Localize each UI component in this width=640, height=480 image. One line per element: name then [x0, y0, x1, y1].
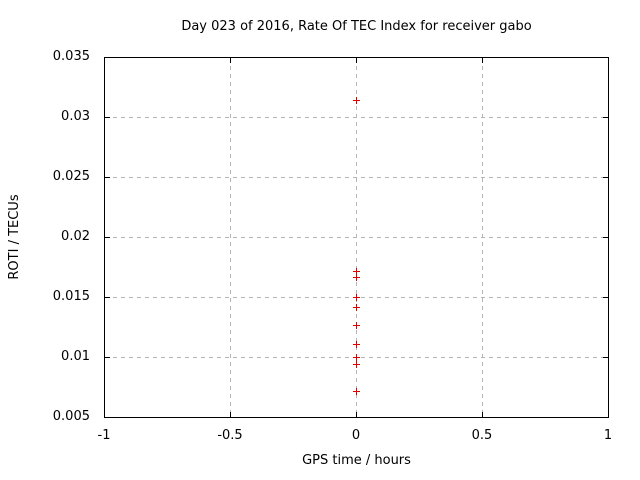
x-tick-top: [104, 58, 105, 63]
data-point-marker: [353, 361, 360, 368]
x-gridline: [230, 58, 231, 417]
marker-vertical-bar: [356, 341, 357, 348]
data-point-marker: [353, 322, 360, 329]
data-point-marker: [353, 354, 360, 361]
marker-vertical-bar: [356, 304, 357, 311]
marker-vertical-bar: [356, 268, 357, 275]
y-tick-label: 0.025: [52, 169, 90, 184]
y-tick-label: 0.015: [52, 289, 90, 304]
marker-vertical-bar: [356, 294, 357, 301]
y-tick-right: [603, 297, 608, 298]
y-tick-right: [603, 417, 608, 418]
y-tick-right: [603, 117, 608, 118]
x-tick-bottom: [356, 412, 357, 417]
x-tick-top: [608, 58, 609, 63]
y-tick-label: 0.03: [61, 109, 90, 124]
x-tick-bottom: [104, 412, 105, 417]
data-point-marker: [353, 97, 360, 104]
y-tick-left: [105, 357, 110, 358]
x-tick-label: 0: [351, 428, 361, 443]
data-point-marker: [353, 274, 360, 281]
x-tick-bottom: [608, 412, 609, 417]
y-tick-right: [603, 237, 608, 238]
marker-vertical-bar: [356, 388, 357, 395]
plot-area: [104, 57, 609, 418]
x-gridline: [482, 58, 483, 417]
x-tick-label: 1: [603, 428, 613, 443]
marker-vertical-bar: [356, 274, 357, 281]
data-point-marker: [353, 388, 360, 395]
x-axis-title: GPS time / hours: [302, 453, 411, 468]
y-tick-left: [105, 417, 110, 418]
y-tick-label: 0.035: [52, 49, 90, 64]
marker-vertical-bar: [356, 322, 357, 329]
x-gridline: [356, 58, 357, 417]
y-tick-label: 0.01: [61, 349, 90, 364]
chart-title: Day 023 of 2016, Rate Of TEC Index for r…: [181, 19, 532, 34]
y-tick-left: [105, 177, 110, 178]
data-point-marker: [353, 294, 360, 301]
marker-vertical-bar: [356, 361, 357, 368]
x-tick-top: [230, 58, 231, 63]
y-tick-left: [105, 57, 110, 58]
data-point-marker: [353, 341, 360, 348]
x-tick-bottom: [482, 412, 483, 417]
y-tick-left: [105, 117, 110, 118]
data-point-marker: [353, 304, 360, 311]
y-tick-right: [603, 357, 608, 358]
y-tick-label: 0.005: [52, 409, 90, 424]
marker-vertical-bar: [356, 354, 357, 361]
y-tick-left: [105, 297, 110, 298]
y-tick-right: [603, 57, 608, 58]
y-tick-left: [105, 237, 110, 238]
x-tick-top: [482, 58, 483, 63]
x-tick-label: 0.5: [471, 428, 493, 443]
x-tick-bottom: [230, 412, 231, 417]
plot-border: [104, 57, 609, 418]
x-tick-label: -1: [97, 428, 111, 443]
data-point-marker: [353, 268, 360, 275]
y-tick-label: 0.02: [61, 229, 90, 244]
y-tick-right: [603, 177, 608, 178]
x-tick-label: -0.5: [217, 428, 243, 443]
y-axis-title: ROTI / TECUs: [7, 194, 22, 280]
marker-vertical-bar: [356, 97, 357, 104]
x-tick-top: [356, 58, 357, 63]
